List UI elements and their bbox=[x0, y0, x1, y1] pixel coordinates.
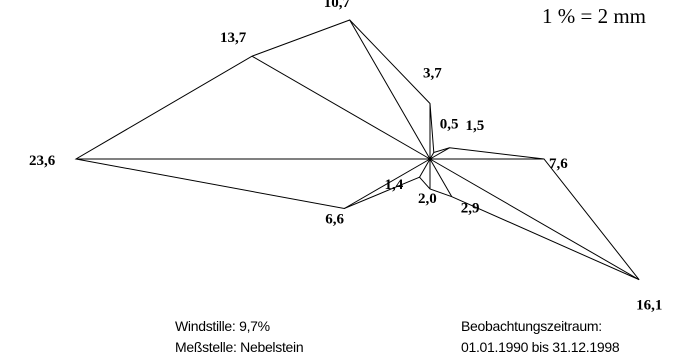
value-label-3: 7,6 bbox=[549, 156, 568, 172]
value-label-9: 23,6 bbox=[29, 153, 56, 169]
value-label-7: 1,4 bbox=[385, 177, 404, 193]
period-label: Beobachtungszeitraum: bbox=[461, 318, 602, 334]
calm-text: Windstille: 9,7% bbox=[175, 318, 270, 334]
scale-label: 1 % = 2 mm bbox=[542, 4, 647, 28]
ray-7 bbox=[419, 158, 431, 178]
value-labels: 3,7 0,5 1,5 7,6 16,1 2,9 2,0 1,4 6,6 23,6 13,7 10,7 bbox=[29, 0, 662, 314]
ray-11 bbox=[349, 19, 431, 160]
ray-1 bbox=[429, 152, 435, 160]
value-label-8: 6,6 bbox=[325, 212, 344, 228]
ray-2 bbox=[429, 147, 450, 160]
value-label-1: 0,5 bbox=[440, 117, 459, 133]
period-value: 01.01.1990 bis 31.12.1998 bbox=[461, 339, 620, 355]
value-label-2: 1,5 bbox=[466, 118, 485, 134]
ray-8 bbox=[344, 158, 431, 209]
value-label-4: 16,1 bbox=[636, 298, 662, 314]
ray-10 bbox=[251, 55, 431, 160]
ray-4 bbox=[429, 158, 640, 281]
value-label-0: 3,7 bbox=[423, 66, 442, 82]
value-label-6: 2,0 bbox=[418, 191, 437, 207]
station-text: Meßstelle: Nebelstein bbox=[175, 339, 304, 355]
frequency-polygon bbox=[74, 19, 640, 281]
value-label-10: 13,7 bbox=[220, 30, 247, 46]
value-label-11: 10,7 bbox=[324, 0, 351, 11]
direction-rays bbox=[76, 19, 640, 281]
ray-5 bbox=[429, 158, 453, 197]
value-label-5: 2,9 bbox=[461, 201, 480, 217]
